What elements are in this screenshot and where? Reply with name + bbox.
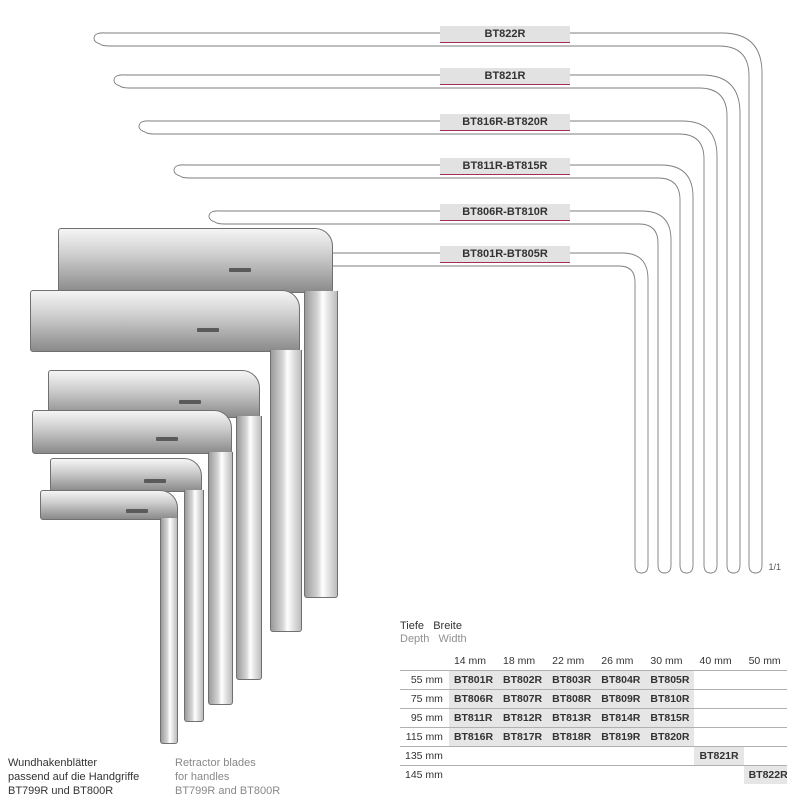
profile-label: BT822R [440,26,570,43]
profile-label: BT806R-BT810R [440,204,570,221]
empty-cell [694,690,743,709]
empty-cell [744,747,787,766]
caption-english: Retractor blades for handles BT799R and … [175,756,335,798]
width-header: 18 mm [498,652,547,671]
width-header: 26 mm [596,652,645,671]
code-cell: BT812R [498,709,547,728]
code-cell: BT810R [645,690,694,709]
profile-label: BT811R-BT815R [440,158,570,175]
empty-cell [744,728,787,747]
profile-label: BT816R-BT820R [440,114,570,131]
width-header: 30 mm [645,652,694,671]
empty-cell [547,766,596,785]
table-axis-labels: Tiefe Breite Depth Width [400,620,780,646]
empty-cell [694,671,743,690]
caption-german: Wundhakenblätter passend auf die Handgri… [8,756,168,798]
depth-cell: 145 mm [400,766,449,785]
empty-cell [645,766,694,785]
width-header: 50 mm [744,652,787,671]
width-header: 22 mm [547,652,596,671]
code-cell: BT802R [498,671,547,690]
depth-cell: 75 mm [400,690,449,709]
empty-cell [498,747,547,766]
profile-label: BT821R [440,68,570,85]
empty-cell [694,709,743,728]
empty-cell [694,766,743,785]
depth-cell: 115 mm [400,728,449,747]
code-cell: BT808R [547,690,596,709]
empty-cell [596,747,645,766]
code-cell: BT819R [596,728,645,747]
depth-cell: 55 mm [400,671,449,690]
empty-cell [645,747,694,766]
code-cell: BT809R [596,690,645,709]
empty-cell [744,671,787,690]
depth-cell: 135 mm [400,747,449,766]
size-table: Tiefe Breite Depth Width 14 mm18 mm22 mm… [400,620,780,784]
code-cell: BT811R [449,709,498,728]
blade-render [40,490,178,744]
table-corner [400,652,449,671]
empty-cell [498,766,547,785]
empty-cell [449,766,498,785]
code-cell: BT807R [498,690,547,709]
profile-label: BT801R-BT805R [440,246,570,263]
width-header: 40 mm [694,652,743,671]
empty-cell [547,747,596,766]
code-cell: BT822R [744,766,787,785]
code-cell: BT803R [547,671,596,690]
scale-ratio: 1/1 [768,562,781,572]
code-cell: BT816R [449,728,498,747]
code-cell: BT815R [645,709,694,728]
code-cell: BT806R [449,690,498,709]
depth-cell: 95 mm [400,709,449,728]
code-cell: BT801R [449,671,498,690]
code-cell: BT813R [547,709,596,728]
width-header: 14 mm [449,652,498,671]
empty-cell [596,766,645,785]
code-cell: BT820R [645,728,694,747]
empty-cell [694,728,743,747]
code-cell: BT805R [645,671,694,690]
code-cell: BT814R [596,709,645,728]
code-cell: BT821R [694,747,743,766]
code-cell: BT804R [596,671,645,690]
empty-cell [744,690,787,709]
code-cell: BT817R [498,728,547,747]
empty-cell [744,709,787,728]
code-cell: BT818R [547,728,596,747]
empty-cell [449,747,498,766]
